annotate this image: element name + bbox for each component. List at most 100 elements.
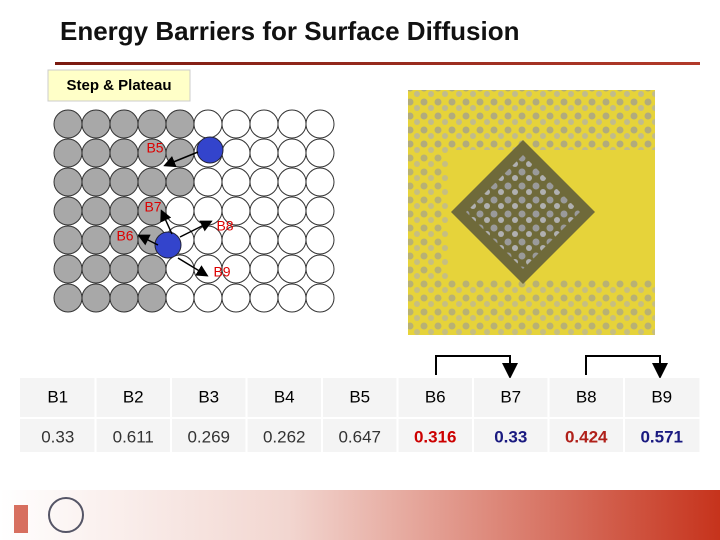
atom [277, 254, 307, 284]
logo-kist [14, 505, 28, 533]
barrier-label: B5 [146, 140, 163, 156]
value-cell: 0.424 [565, 427, 608, 446]
header-cell: B5 [349, 387, 370, 406]
atom [53, 167, 83, 197]
header-cell: B8 [576, 387, 597, 406]
atom [193, 283, 223, 313]
atom [81, 283, 111, 313]
atom [109, 167, 139, 197]
atom [221, 138, 251, 168]
bracket [435, 355, 518, 379]
header-cell: B3 [198, 387, 219, 406]
atom [137, 283, 167, 313]
atom [109, 283, 139, 313]
atom [53, 196, 83, 226]
atom [249, 225, 279, 255]
arrow [179, 220, 213, 238]
adatom [196, 136, 224, 164]
header-cell: B1 [47, 387, 68, 406]
value-cell: 0.571 [640, 427, 683, 446]
sim-island-top [466, 155, 580, 269]
header-cell: B4 [274, 387, 295, 406]
atom [277, 196, 307, 226]
atom [81, 225, 111, 255]
logos [14, 497, 84, 533]
tag: Step & Plateau [66, 77, 171, 94]
header-cell: B7 [500, 387, 521, 406]
header-cell: B6 [425, 387, 446, 406]
logo-seal [48, 497, 84, 533]
table: B1 B2 B3 B4 B5 B6 B7 B8 B9 0.33 0.611 0.269 0.262 0.6… [20, 378, 700, 452]
atom [109, 196, 139, 226]
arrow [177, 257, 209, 277]
bracket [585, 355, 668, 379]
atom [109, 254, 139, 284]
atom [277, 225, 307, 255]
atom [249, 167, 279, 197]
atom [165, 167, 195, 197]
barrier-label: B6 [116, 228, 133, 244]
value-cell: 0.316 [414, 427, 457, 446]
atom [81, 109, 111, 139]
atom [53, 225, 83, 255]
table-bg [20, 378, 700, 452]
header-cell: B2 [123, 387, 144, 406]
atom [53, 109, 83, 139]
sim-atoms [408, 150, 448, 280]
tag-box [47, 69, 191, 102]
atom-grid: B5 B7 B8 B6 B9 [53, 109, 335, 313]
atom [249, 109, 279, 139]
atom [249, 254, 279, 284]
atom [305, 196, 335, 226]
sim-image [408, 90, 655, 335]
atom [165, 283, 195, 313]
atom [305, 167, 335, 197]
atom [277, 109, 307, 139]
atom [305, 138, 335, 168]
value-cell: 0.262 [263, 427, 306, 446]
atom [137, 109, 167, 139]
title-rule [55, 62, 700, 65]
atom [305, 283, 335, 313]
atom [305, 254, 335, 284]
atom [249, 138, 279, 168]
sim-atoms [408, 90, 655, 150]
value-cell: 0.647 [338, 427, 381, 446]
atom [249, 196, 279, 226]
value-cell: 0.33 [494, 427, 527, 446]
arrow [137, 234, 159, 246]
atom [305, 109, 335, 139]
atom [249, 283, 279, 313]
atom [221, 283, 251, 313]
arrow [163, 151, 199, 168]
footer-band [0, 490, 720, 540]
atom [81, 138, 111, 168]
atom [137, 254, 167, 284]
atom [53, 283, 83, 313]
atom [109, 109, 139, 139]
header-cell: B9 [651, 387, 672, 406]
barrier-label: B9 [213, 264, 230, 280]
barrier-label: B8 [216, 218, 233, 234]
atom [81, 167, 111, 197]
sim-atoms [408, 280, 655, 335]
atom [221, 109, 251, 139]
barrier-label: B7 [144, 199, 161, 215]
value-cell: 0.33 [41, 427, 74, 446]
atom [165, 109, 195, 139]
atom [193, 109, 223, 139]
title: Energy Barriers for Surface Diffusion [60, 16, 519, 46]
value-cell: 0.611 [113, 427, 154, 446]
atom [277, 138, 307, 168]
atom [277, 167, 307, 197]
atom [109, 138, 139, 168]
atom [53, 138, 83, 168]
atom [81, 254, 111, 284]
arrow [160, 209, 173, 235]
adatom [154, 231, 182, 259]
atom [221, 167, 251, 197]
atom [277, 283, 307, 313]
value-cell: 0.269 [187, 427, 230, 446]
atom [137, 167, 167, 197]
